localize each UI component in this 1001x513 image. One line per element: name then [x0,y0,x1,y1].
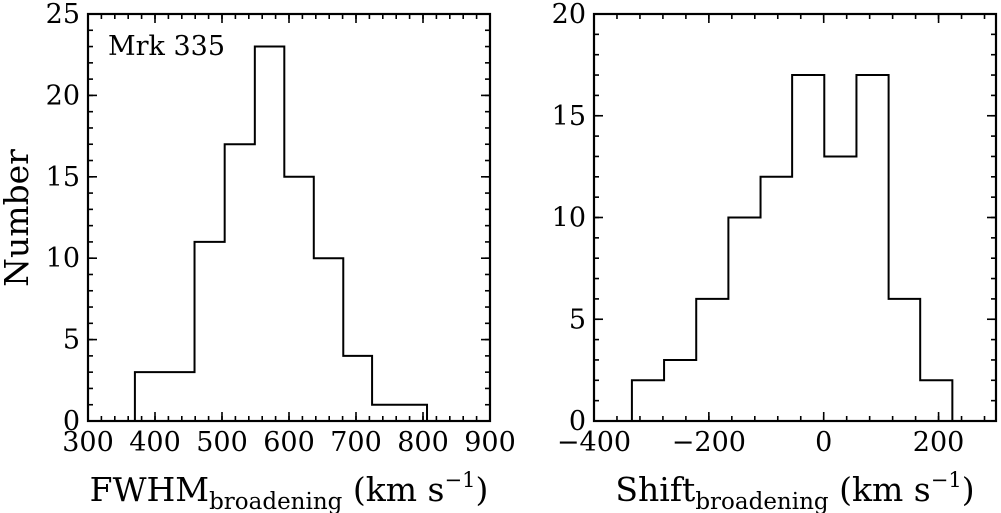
fwhm-x-axis-label: FWHMbroadening (km s−1) [90,468,489,513]
fwhm-y-tick-label: 25 [46,0,80,30]
shift-x-axis-label-units-close: ) [962,470,975,509]
shift-histogram-panel: −400 −200 0 200 0 5 10 15 20 Shiftbroadening (km… [552,0,998,513]
fwhm-x-tick-label: 400 [129,427,181,458]
fwhm-x-tick-label: 600 [263,427,315,458]
shift-histogram-outline [630,74,954,421]
fwhm-x-axis-label-spacer [342,470,353,509]
object-name-annotation: Mrk 335 [108,31,225,62]
fwhm-x-axis-label-units-sup: −1 [444,468,475,492]
fwhm-x-tick-label: 700 [330,427,382,458]
shift-x-tick-label: 0 [815,427,832,458]
shift-ticks [593,13,996,422]
shift-x-axis-label-spacer [829,470,840,509]
fwhm-plot-frame [86,12,492,423]
fwhm-histogram-outline [133,45,429,421]
shift-x-tick-label: −200 [672,427,746,458]
shift-x-axis-label-units: (km s [839,470,931,509]
shift-x-axis-label-main: Shift [615,470,695,509]
shift-y-tick-label: 0 [569,406,586,437]
fwhm-x-axis-label-units: (km s [353,470,445,509]
fwhm-x-tick-label: 500 [196,427,248,458]
fwhm-x-axis-label-units-close: ) [475,470,488,509]
shift-x-axis-label-units-sup: −1 [931,468,962,492]
fwhm-y-tick-label: 20 [46,80,80,111]
fwhm-x-axis-label-main: FWHM [90,470,209,509]
shift-tick-labels: −400 −200 0 200 0 5 10 15 20 [552,0,965,458]
shift-x-tick-label: 200 [913,427,965,458]
fwhm-y-tick-label: 0 [63,406,80,437]
fwhm-y-tick-label: 5 [63,325,80,356]
shift-x-axis-label-subscript: broadening [695,489,829,513]
fwhm-x-tick-label: 300 [62,427,114,458]
fwhm-x-tick-label: 800 [397,427,449,458]
shift-y-tick-label: 10 [552,203,586,234]
fwhm-y-tick-label: 10 [46,243,80,274]
shift-x-tick-label: −400 [557,427,631,458]
fwhm-tick-labels: 300 400 500 600 700 800 900 0 5 10 15 20 25 [46,0,516,458]
shift-y-tick-label: 20 [552,0,586,30]
shift-x-axis-label: Shiftbroadening (km s−1) [615,468,974,513]
shift-y-tick-label: 15 [552,101,586,132]
fwhm-ticks [87,13,491,422]
fwhm-x-axis-label-subscript: broadening [209,489,343,513]
shift-y-tick-label: 5 [569,304,586,335]
fwhm-y-tick-label: 15 [46,162,80,193]
fwhm-x-tick-label: 900 [464,427,516,458]
fwhm-y-axis-label: Number [0,149,36,287]
